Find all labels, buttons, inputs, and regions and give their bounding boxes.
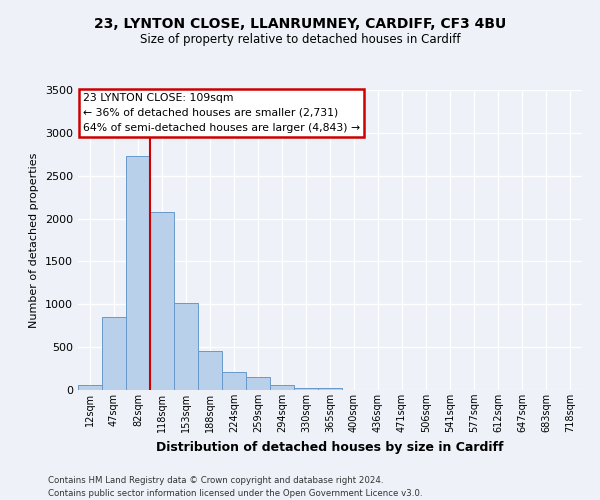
- Bar: [318, 388, 342, 390]
- Bar: [246, 377, 270, 390]
- Bar: [294, 388, 318, 390]
- Bar: [222, 372, 246, 390]
- Bar: [102, 317, 126, 390]
- Bar: [198, 351, 222, 390]
- X-axis label: Distribution of detached houses by size in Cardiff: Distribution of detached houses by size …: [156, 440, 504, 454]
- Y-axis label: Number of detached properties: Number of detached properties: [29, 152, 40, 328]
- Text: Size of property relative to detached houses in Cardiff: Size of property relative to detached ho…: [140, 32, 460, 46]
- Bar: [126, 156, 150, 390]
- Text: Contains HM Land Registry data © Crown copyright and database right 2024.
Contai: Contains HM Land Registry data © Crown c…: [48, 476, 422, 498]
- Bar: [150, 212, 174, 390]
- Bar: [78, 386, 102, 390]
- Bar: [174, 304, 198, 390]
- Text: 23, LYNTON CLOSE, LLANRUMNEY, CARDIFF, CF3 4BU: 23, LYNTON CLOSE, LLANRUMNEY, CARDIFF, C…: [94, 18, 506, 32]
- Text: 23 LYNTON CLOSE: 109sqm
← 36% of detached houses are smaller (2,731)
64% of semi: 23 LYNTON CLOSE: 109sqm ← 36% of detache…: [83, 93, 360, 132]
- Bar: [270, 386, 294, 390]
